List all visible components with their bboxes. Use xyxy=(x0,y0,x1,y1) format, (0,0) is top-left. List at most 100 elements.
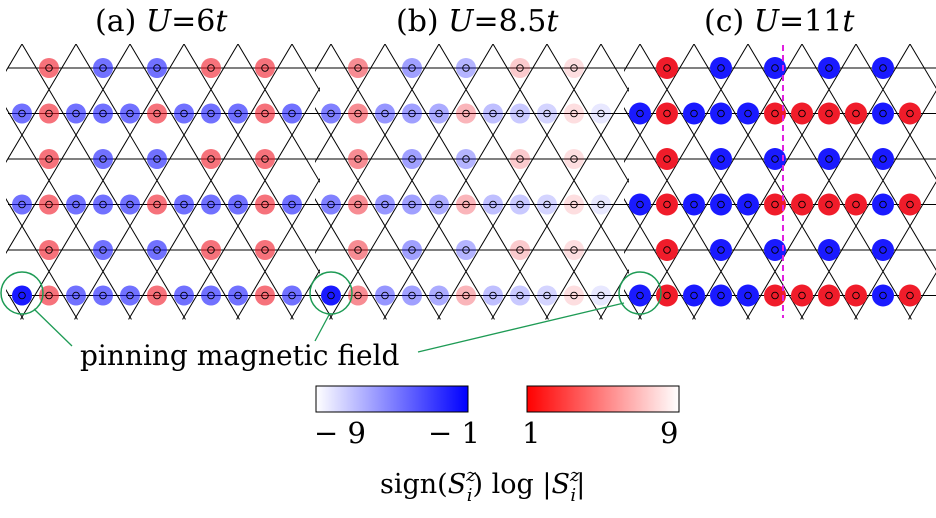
lattice-bond xyxy=(692,44,857,320)
site-core xyxy=(288,200,296,209)
lattice-site xyxy=(12,285,32,306)
lattice-site xyxy=(93,103,113,124)
lattice-bond xyxy=(438,44,603,320)
colorbar-negative xyxy=(315,385,469,413)
site-core xyxy=(408,246,416,254)
lattice-site xyxy=(402,149,422,169)
lattice-site xyxy=(375,194,395,215)
lattice-bond xyxy=(639,44,804,320)
lattice-bond xyxy=(508,44,671,320)
site-core xyxy=(207,246,215,254)
lattice-site xyxy=(456,58,476,78)
site-core xyxy=(516,200,524,209)
lattice-site xyxy=(174,103,194,124)
lattice-bond xyxy=(315,107,441,320)
lattice-site xyxy=(429,103,449,124)
site-core xyxy=(327,109,335,118)
lattice-site xyxy=(402,285,422,306)
site-core xyxy=(99,246,107,254)
lattice-site xyxy=(456,103,476,124)
site-core xyxy=(354,64,362,72)
lattice-site xyxy=(375,285,395,306)
lattice-site xyxy=(872,193,894,216)
lattice-bond xyxy=(624,107,750,320)
site-core xyxy=(381,291,389,300)
site-core xyxy=(18,109,26,118)
site-core xyxy=(180,109,188,118)
lattice-bond xyxy=(261,44,424,320)
site-core xyxy=(543,291,551,300)
site-core xyxy=(207,109,215,118)
lattice-bond xyxy=(236,177,320,320)
lattice-bond xyxy=(817,44,936,320)
site-core xyxy=(825,246,833,254)
lattice-site xyxy=(375,103,395,124)
lattice-bond xyxy=(624,289,642,320)
lattice-bond xyxy=(290,268,320,320)
lattice-bond xyxy=(624,44,749,254)
pin-leader-a xyxy=(33,308,73,347)
site-core xyxy=(408,200,416,209)
lattice-site xyxy=(282,103,302,124)
site-core xyxy=(879,200,887,209)
site-core xyxy=(717,109,725,118)
lattice-bond xyxy=(546,44,629,184)
lattice-site xyxy=(282,194,302,215)
lattice-site xyxy=(510,194,530,215)
site-core xyxy=(99,64,107,72)
pin-circle-a xyxy=(0,271,44,315)
site-core xyxy=(462,155,470,163)
lattice-site xyxy=(66,103,86,124)
lattice-bond xyxy=(709,44,872,320)
site-core xyxy=(516,291,524,300)
site-core xyxy=(354,155,362,163)
lattice-site xyxy=(818,284,840,307)
lattice-bond xyxy=(624,198,696,320)
lattice-site xyxy=(872,57,894,79)
lattice-bond xyxy=(669,44,832,320)
lattice-bond xyxy=(369,44,532,320)
lattice-site xyxy=(510,240,530,260)
lattice-bond xyxy=(724,44,887,320)
lattice-site xyxy=(564,285,584,306)
lattice-bond xyxy=(60,44,223,320)
site-core xyxy=(906,109,914,118)
lattice-bond xyxy=(854,181,936,320)
site-core xyxy=(72,109,80,118)
lattice-site xyxy=(348,240,368,260)
site-core xyxy=(180,200,188,209)
site-core xyxy=(663,291,671,300)
lattice-site xyxy=(39,240,59,260)
site-core xyxy=(690,291,698,300)
site-core xyxy=(153,246,161,254)
panel-c-title: (c) U=11t xyxy=(704,4,855,39)
lattice-bond xyxy=(762,44,925,320)
lattice-bond xyxy=(624,44,695,163)
lattice-site xyxy=(564,58,584,78)
lattice-site xyxy=(510,149,530,169)
site-core xyxy=(516,246,524,254)
site-core xyxy=(99,291,107,300)
site-core xyxy=(879,155,887,163)
lattice-bond xyxy=(383,44,548,320)
lattice-bond xyxy=(114,44,277,320)
site-core xyxy=(717,155,725,163)
site-core xyxy=(462,64,470,72)
lattice-bond xyxy=(423,44,586,320)
lattice-bond xyxy=(6,44,169,320)
site-core xyxy=(825,155,833,163)
lattice-site xyxy=(510,285,530,306)
lattice-bond xyxy=(315,44,386,163)
site-core xyxy=(408,64,416,72)
site-core xyxy=(597,291,605,300)
site-core xyxy=(489,109,497,118)
site-core xyxy=(99,109,107,118)
lattice-bond xyxy=(909,44,936,89)
lattice-bond xyxy=(99,44,262,320)
site-core xyxy=(261,291,269,300)
lattice-site xyxy=(899,284,921,307)
site-core xyxy=(852,291,860,300)
lattice-site xyxy=(764,148,786,170)
site-core xyxy=(906,291,914,300)
